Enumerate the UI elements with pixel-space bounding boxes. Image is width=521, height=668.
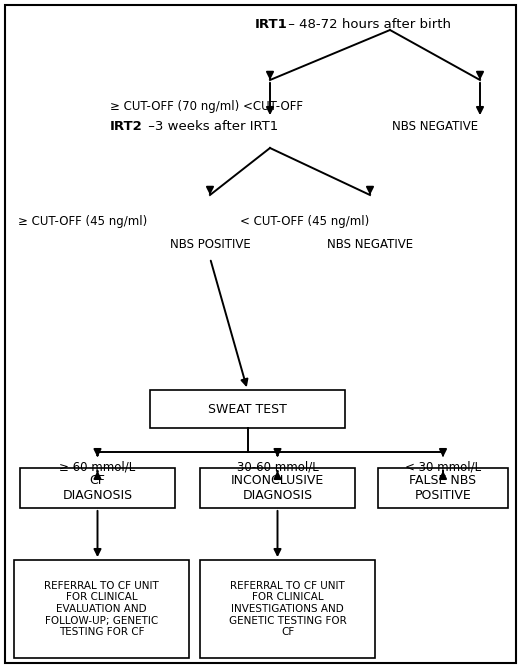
- Text: SWEAT TEST: SWEAT TEST: [208, 403, 287, 415]
- Text: FALSE NBS
POSITIVE: FALSE NBS POSITIVE: [410, 474, 477, 502]
- Text: ≥ CUT-OFF (45 ng/ml): ≥ CUT-OFF (45 ng/ml): [18, 215, 147, 228]
- Text: INCONCLUSIVE
DIAGNOSIS: INCONCLUSIVE DIAGNOSIS: [231, 474, 324, 502]
- Text: < CUT-OFF (45 ng/ml): < CUT-OFF (45 ng/ml): [240, 215, 369, 228]
- Bar: [20, 468, 175, 508]
- Text: CF
DIAGNOSIS: CF DIAGNOSIS: [63, 474, 132, 502]
- Text: REFERRAL TO CF UNIT
FOR CLINICAL
INVESTIGATIONS AND
GENETIC TESTING FOR
CF: REFERRAL TO CF UNIT FOR CLINICAL INVESTI…: [229, 580, 346, 637]
- Text: NBS NEGATIVE: NBS NEGATIVE: [327, 238, 413, 251]
- Text: NBS NEGATIVE: NBS NEGATIVE: [392, 120, 478, 133]
- Bar: [378, 468, 508, 508]
- Text: REFERRAL TO CF UNIT
FOR CLINICAL
EVALUATION AND
FOLLOW-UP; GENETIC
TESTING FOR C: REFERRAL TO CF UNIT FOR CLINICAL EVALUAT…: [44, 580, 159, 637]
- Text: 30-60 mmol/L: 30-60 mmol/L: [237, 460, 318, 473]
- Text: NBS POSITIVE: NBS POSITIVE: [170, 238, 251, 251]
- Text: ≥ CUT-OFF (70 ng/ml) <CUT-OFF: ≥ CUT-OFF (70 ng/ml) <CUT-OFF: [110, 100, 303, 113]
- Text: – 48-72 hours after birth: – 48-72 hours after birth: [284, 18, 451, 31]
- Text: –3 weeks after IRT1: –3 weeks after IRT1: [144, 120, 278, 133]
- Bar: [14, 560, 189, 658]
- Text: ≥ 60 mmol/L: ≥ 60 mmol/L: [59, 460, 135, 473]
- Text: < 30 mmol/L: < 30 mmol/L: [405, 460, 481, 473]
- Bar: [150, 390, 345, 428]
- Text: IRT1: IRT1: [255, 18, 288, 31]
- Bar: [200, 560, 375, 658]
- Text: IRT2: IRT2: [110, 120, 143, 133]
- Bar: [200, 468, 355, 508]
